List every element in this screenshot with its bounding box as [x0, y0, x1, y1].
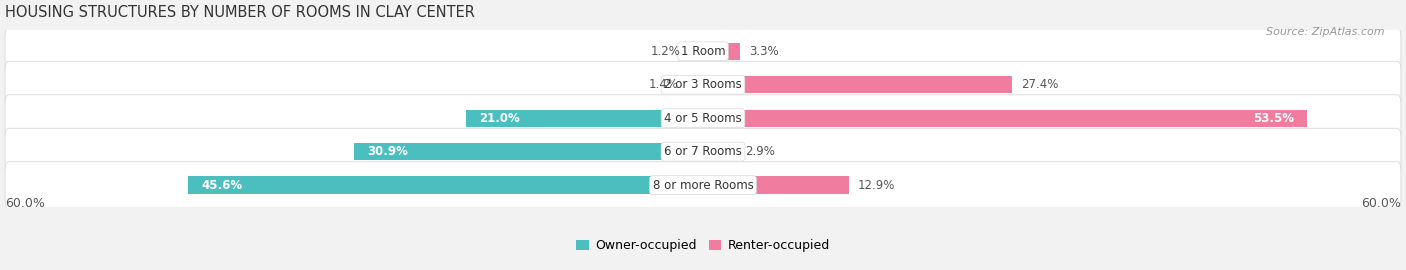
- FancyBboxPatch shape: [6, 162, 1400, 209]
- Text: 27.4%: 27.4%: [1022, 78, 1059, 91]
- Legend: Owner-occupied, Renter-occupied: Owner-occupied, Renter-occupied: [571, 234, 835, 258]
- Bar: [703, 76, 1012, 93]
- Text: Source: ZipAtlas.com: Source: ZipAtlas.com: [1267, 27, 1385, 37]
- Text: 60.0%: 60.0%: [1361, 197, 1400, 210]
- FancyBboxPatch shape: [6, 128, 1400, 175]
- Bar: [465, 110, 703, 127]
- Text: 1.2%: 1.2%: [651, 45, 681, 58]
- Bar: [188, 177, 703, 194]
- FancyBboxPatch shape: [6, 28, 1400, 75]
- Text: 8 or more Rooms: 8 or more Rooms: [652, 179, 754, 192]
- Bar: [703, 177, 849, 194]
- Text: HOUSING STRUCTURES BY NUMBER OF ROOMS IN CLAY CENTER: HOUSING STRUCTURES BY NUMBER OF ROOMS IN…: [6, 5, 475, 19]
- Bar: [703, 43, 741, 60]
- Bar: [688, 76, 703, 93]
- Text: 60.0%: 60.0%: [6, 197, 45, 210]
- Text: 2 or 3 Rooms: 2 or 3 Rooms: [664, 78, 742, 91]
- Text: 3.3%: 3.3%: [749, 45, 779, 58]
- Text: 21.0%: 21.0%: [479, 112, 520, 125]
- FancyBboxPatch shape: [6, 95, 1400, 142]
- Bar: [703, 143, 735, 160]
- Text: 30.9%: 30.9%: [367, 145, 409, 158]
- Text: 1.4%: 1.4%: [648, 78, 678, 91]
- Text: 1 Room: 1 Room: [681, 45, 725, 58]
- Text: 12.9%: 12.9%: [858, 179, 896, 192]
- Text: 2.9%: 2.9%: [745, 145, 775, 158]
- Text: 6 or 7 Rooms: 6 or 7 Rooms: [664, 145, 742, 158]
- Bar: [689, 43, 703, 60]
- FancyBboxPatch shape: [6, 61, 1400, 108]
- Text: 45.6%: 45.6%: [201, 179, 243, 192]
- Text: 53.5%: 53.5%: [1253, 112, 1294, 125]
- Bar: [703, 110, 1308, 127]
- Bar: [354, 143, 703, 160]
- Text: 4 or 5 Rooms: 4 or 5 Rooms: [664, 112, 742, 125]
